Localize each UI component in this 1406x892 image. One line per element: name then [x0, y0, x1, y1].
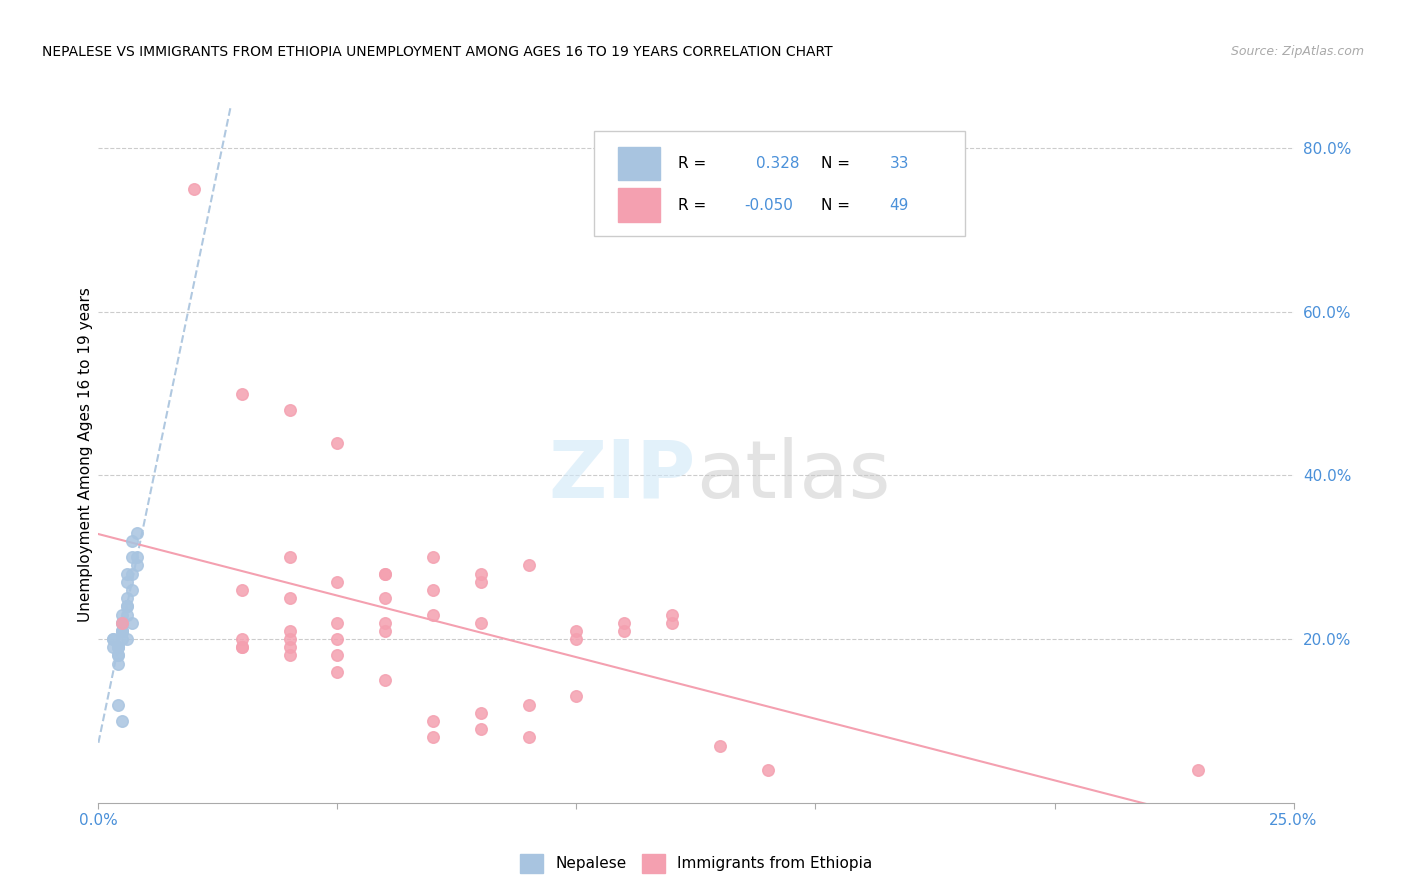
Point — [121, 566, 143, 581]
Point — [111, 624, 134, 638]
Text: R =: R = — [678, 156, 711, 171]
Point — [121, 550, 143, 565]
Point — [374, 673, 396, 687]
Point — [470, 615, 492, 630]
Point — [709, 739, 731, 753]
Text: 33: 33 — [890, 156, 910, 171]
Point — [422, 731, 444, 745]
Point — [470, 566, 492, 581]
Point — [326, 632, 349, 646]
Point — [125, 550, 148, 565]
Point — [278, 403, 301, 417]
Point — [326, 615, 349, 630]
Point — [107, 640, 129, 655]
Point — [231, 582, 253, 597]
Point — [231, 640, 253, 655]
Bar — [619, 146, 661, 180]
Point — [422, 582, 444, 597]
Point — [111, 624, 134, 638]
Point — [101, 632, 124, 646]
Point — [565, 632, 588, 646]
Point — [470, 722, 492, 736]
Point — [231, 640, 253, 655]
Point — [278, 648, 301, 663]
Point — [326, 648, 349, 663]
Point — [517, 731, 540, 745]
Point — [661, 615, 683, 630]
Point — [107, 648, 129, 663]
Point — [111, 615, 134, 630]
Text: R =: R = — [678, 198, 711, 212]
Point — [326, 435, 349, 450]
Point — [278, 640, 301, 655]
FancyBboxPatch shape — [595, 131, 965, 235]
Point — [115, 599, 138, 614]
Point — [661, 607, 683, 622]
Point — [278, 591, 301, 606]
Point — [121, 615, 143, 630]
Point — [470, 574, 492, 589]
Point — [374, 566, 396, 581]
Point — [565, 690, 588, 704]
Text: ZIP: ZIP — [548, 437, 696, 515]
Point — [278, 624, 301, 638]
Point — [107, 640, 129, 655]
Point — [107, 698, 129, 712]
Point — [107, 648, 129, 663]
Point — [613, 615, 636, 630]
Point — [111, 607, 134, 622]
Point — [111, 624, 134, 638]
Point — [278, 632, 301, 646]
Point — [101, 640, 124, 655]
Point — [107, 640, 129, 655]
Point — [374, 624, 396, 638]
Point — [111, 615, 134, 630]
Point — [115, 632, 138, 646]
Point — [374, 615, 396, 630]
Point — [326, 665, 349, 679]
Point — [422, 550, 444, 565]
Point — [121, 533, 143, 548]
Point — [470, 706, 492, 720]
Text: 0.328: 0.328 — [756, 156, 799, 171]
Text: NEPALESE VS IMMIGRANTS FROM ETHIOPIA UNEMPLOYMENT AMONG AGES 16 TO 19 YEARS CORR: NEPALESE VS IMMIGRANTS FROM ETHIOPIA UNE… — [42, 45, 832, 59]
Point — [121, 582, 143, 597]
Point — [115, 607, 138, 622]
Text: Source: ZipAtlas.com: Source: ZipAtlas.com — [1230, 45, 1364, 58]
Point — [111, 615, 134, 630]
Point — [125, 525, 148, 540]
Point — [565, 624, 588, 638]
Point — [115, 591, 138, 606]
Text: N =: N = — [821, 198, 855, 212]
Point — [115, 599, 138, 614]
Point — [183, 182, 205, 196]
Point — [107, 657, 129, 671]
Point — [111, 714, 134, 728]
Text: N =: N = — [821, 156, 855, 171]
Point — [517, 698, 540, 712]
Point — [115, 566, 138, 581]
Text: -0.050: -0.050 — [744, 198, 793, 212]
Point — [517, 558, 540, 573]
Point — [125, 558, 148, 573]
Point — [613, 624, 636, 638]
Point — [756, 763, 779, 777]
Point — [101, 632, 124, 646]
Point — [422, 714, 444, 728]
Point — [278, 550, 301, 565]
Point — [374, 566, 396, 581]
Point — [326, 574, 349, 589]
Bar — [619, 188, 661, 222]
Point — [231, 386, 253, 401]
Point — [374, 591, 396, 606]
Y-axis label: Unemployment Among Ages 16 to 19 years: Unemployment Among Ages 16 to 19 years — [77, 287, 93, 623]
Point — [231, 632, 253, 646]
Point — [422, 607, 444, 622]
Text: atlas: atlas — [696, 437, 890, 515]
Text: 49: 49 — [890, 198, 908, 212]
Point — [1187, 763, 1209, 777]
Legend: Nepalese, Immigrants from Ethiopia: Nepalese, Immigrants from Ethiopia — [513, 847, 879, 879]
Point — [111, 632, 134, 646]
Point — [115, 574, 138, 589]
